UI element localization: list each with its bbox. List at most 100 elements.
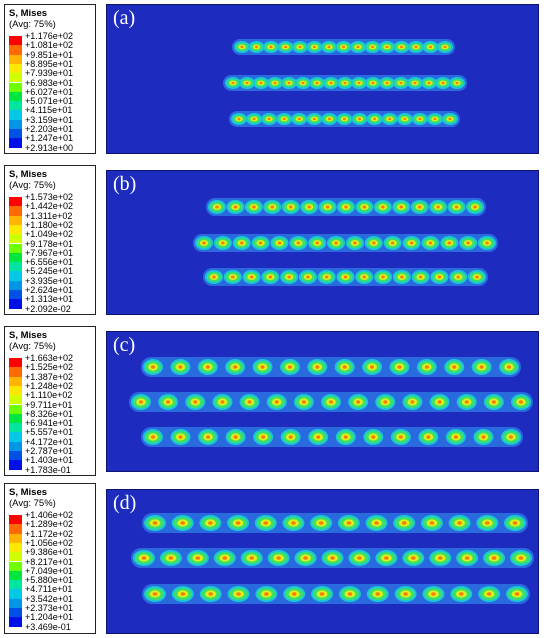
stress-dot bbox=[255, 586, 278, 602]
legend-value-row: +3.159e+01 bbox=[9, 115, 91, 129]
legend-value: +2.203e+01 bbox=[25, 124, 74, 134]
legend-value: +1.387e+02 bbox=[25, 371, 74, 382]
stress-dot bbox=[281, 200, 300, 214]
stress-dot bbox=[307, 359, 328, 375]
color-swatch bbox=[9, 580, 22, 590]
stress-dot bbox=[336, 113, 353, 125]
legend-value-row: +7.967e+01 bbox=[9, 248, 91, 263]
stress-dot bbox=[282, 515, 305, 531]
color-swatch bbox=[9, 570, 22, 581]
legend-value: +1.180e+02 bbox=[25, 219, 74, 230]
stress-field-c bbox=[129, 357, 533, 447]
stress-dot bbox=[225, 429, 246, 445]
stress-dot bbox=[292, 41, 308, 53]
legend-title: S, Mises bbox=[9, 330, 48, 341]
legend-value-row: +1.204e+01 bbox=[9, 612, 91, 627]
color-swatch bbox=[9, 460, 22, 470]
panel-label: (c) bbox=[113, 334, 136, 356]
color-swatch bbox=[9, 608, 22, 618]
stress-dot bbox=[334, 359, 355, 375]
legend-value-row: +3.542e+01 bbox=[9, 594, 91, 608]
color-swatch bbox=[9, 54, 22, 64]
legend-value-row: +1.049e+02 bbox=[9, 229, 91, 244]
legend-value: +2.913e+00 bbox=[25, 142, 74, 153]
stress-dot bbox=[335, 429, 356, 445]
stress-dot bbox=[244, 200, 263, 214]
color-swatch bbox=[9, 215, 22, 225]
legend-value-row: +3.469e-01 bbox=[9, 622, 91, 634]
legend-value-row: +1.525e+02 bbox=[9, 362, 91, 377]
legend-value-row: +2.787e+01 bbox=[9, 446, 91, 461]
contour-panel-d: (d) bbox=[106, 489, 539, 634]
legend-value: +1.289e+02 bbox=[25, 519, 74, 530]
stress-dot bbox=[197, 359, 218, 375]
legend-value: +1.110e+02 bbox=[25, 390, 73, 401]
stress-dot bbox=[506, 586, 528, 602]
stress-dot bbox=[321, 41, 337, 53]
color-swatch bbox=[9, 376, 22, 386]
stress-dot bbox=[402, 394, 423, 410]
stress-dot bbox=[321, 394, 341, 410]
legend-value: +9.178e+01 bbox=[25, 238, 74, 249]
legend-a: S, Mises (Avg: 75%) +1.176e+02 +1.081e+02… bbox=[4, 4, 96, 154]
legend-value-row: +9.178e+01 bbox=[9, 238, 91, 253]
stress-dot bbox=[170, 359, 191, 375]
stress-dot bbox=[306, 41, 323, 53]
legend-scale: +1.406e+02 +1.289e+02 +1.172e+02 +1.056e+02… bbox=[9, 510, 91, 634]
stress-dot bbox=[239, 77, 255, 89]
color-swatch bbox=[9, 63, 22, 74]
legend-value: +5.071e+01 bbox=[25, 96, 74, 107]
color-swatch bbox=[9, 432, 22, 442]
stress-dot bbox=[459, 236, 478, 250]
stress-dot bbox=[252, 359, 273, 375]
legend-value-row: +8.326e+01 bbox=[9, 409, 91, 424]
panel-label: (a) bbox=[113, 7, 136, 29]
dot-row bbox=[141, 357, 521, 377]
stress-dot bbox=[158, 394, 179, 410]
stress-dot bbox=[318, 200, 337, 214]
color-swatch bbox=[9, 138, 22, 148]
stress-dot bbox=[373, 200, 392, 214]
stress-dot bbox=[504, 515, 526, 531]
legend-value: +1.783e-01 bbox=[25, 464, 71, 475]
stress-dot bbox=[448, 515, 471, 531]
stress-dot bbox=[390, 429, 411, 445]
stress-dot bbox=[263, 41, 279, 53]
stress-dot bbox=[185, 394, 206, 410]
stress-dot bbox=[374, 270, 393, 284]
stress-dot bbox=[351, 113, 368, 125]
stress-dot bbox=[213, 550, 236, 566]
legend-value-row: +6.027e+01 bbox=[9, 87, 91, 102]
legend-value-row: +1.180e+02 bbox=[9, 219, 91, 235]
legend-value: +6.556e+01 bbox=[25, 257, 74, 268]
panel-label: (d) bbox=[113, 492, 137, 514]
legend-value-row: +5.245e+01 bbox=[9, 266, 91, 281]
stress-dot bbox=[389, 359, 410, 375]
legend-title: S, Mises bbox=[9, 8, 48, 19]
stress-dot bbox=[375, 394, 396, 410]
legend-value-row: +1.248e+02 bbox=[9, 381, 91, 396]
legend-value: +1.247e+01 bbox=[25, 133, 74, 144]
legend-value-row: +2.203e+01 bbox=[9, 124, 91, 139]
stress-dot bbox=[468, 270, 486, 284]
stress-field-b bbox=[193, 198, 498, 286]
legend-value-row: +4.172e+01 bbox=[9, 436, 91, 451]
stress-dot bbox=[383, 236, 402, 250]
stress-dot bbox=[327, 236, 346, 250]
stress-dot bbox=[242, 270, 261, 284]
stress-dot bbox=[450, 586, 473, 602]
stress-dot bbox=[447, 200, 466, 214]
stress-dot bbox=[478, 236, 496, 250]
color-swatch bbox=[9, 561, 22, 571]
legend-value-row: +4.115e+01 bbox=[9, 105, 91, 120]
legend-value-row: +1.406e+02 bbox=[9, 510, 91, 525]
color-swatch bbox=[9, 404, 22, 414]
stress-dot bbox=[276, 113, 293, 125]
color-swatch bbox=[9, 280, 22, 290]
legend-scale: +1.176e+02 +1.081e+02 +9.851e+01 +8.895e+01… bbox=[9, 31, 91, 155]
legend-value: +4.172e+01 bbox=[25, 436, 74, 447]
stress-dot bbox=[429, 550, 452, 566]
stress-dot bbox=[227, 586, 250, 602]
color-swatch bbox=[9, 271, 22, 281]
stress-dot bbox=[348, 394, 369, 410]
